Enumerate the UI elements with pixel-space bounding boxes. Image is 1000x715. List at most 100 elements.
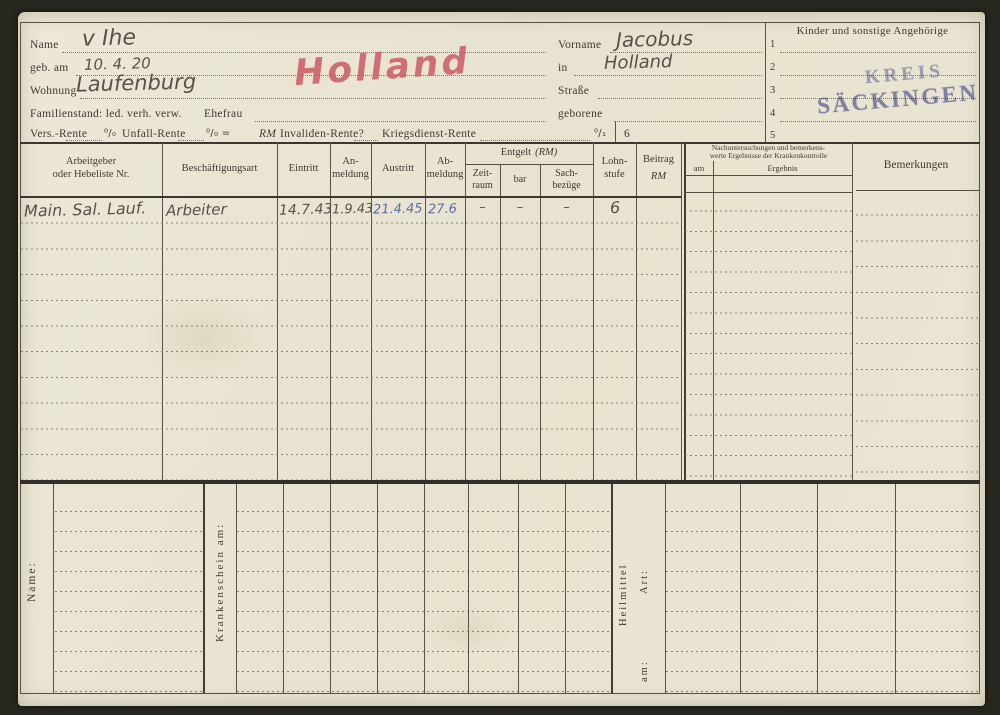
row1-austritt: 21.4.45 [372,201,423,218]
in-value: Holland [603,51,673,74]
bottom-column-line [377,484,378,693]
bottom-column-line [236,484,237,693]
kriegsdienst-rente-label: Kriegsdienst-Rente [382,128,477,140]
bottom-column-line [518,484,519,693]
dotted-line [780,52,976,53]
bottom-column-line [424,484,425,693]
table-row-lines [21,198,681,480]
vers-rente-label: Vers.-Rente [30,128,88,140]
header-text: bezüge [552,180,581,191]
col-header-beitrag: Beitrag RM [636,144,681,194]
heilmittel-label: Heilmittel [618,563,629,626]
percent-sign: ⁰/₀ = [206,128,231,139]
subheader-line [685,175,852,176]
kinder-row-number: 1 [770,39,776,50]
header-text: meldung [332,169,369,180]
header-text: Entgelt [500,146,532,158]
row1-lohnstufe: 6 [609,197,621,218]
header-text: stufe [604,169,625,180]
bottom-column-line [895,484,896,693]
col-header-entgelt: Entgelt (RM) [465,143,593,163]
dotted-line [480,140,590,141]
header-text: Zeit- [472,168,493,179]
dotted-line [80,98,546,99]
col-header-zeitraum: Zeit- raum [465,165,500,195]
bottom-column-line [330,484,331,693]
col-header-austritt: Austritt [371,144,425,194]
header-text: Lohn- [601,156,628,168]
header-text: am [693,163,705,174]
dotted-line [62,52,546,53]
row1-abmeldung: 27.6 [427,201,458,218]
kinder-divider [765,22,766,142]
col-header-nachuntersuchungen: Nachuntersuchungen und bemerkens- werte … [686,143,851,161]
unfall-rente-label: Unfall-Rente [122,128,186,140]
entgelt-split-line [465,164,593,165]
row1-bar: – [516,200,524,215]
header-text: Beschäftigungsart [181,162,258,174]
holland-annotation: Holland [292,40,472,95]
in-label: in [558,62,568,74]
dotted-line [780,98,976,99]
ehefrau-label: Ehefrau [204,108,243,120]
header-text: Sach- [555,168,578,179]
kinder-row-number: 4 [770,108,776,119]
header-unit: (RM) [535,146,558,158]
rm-unit: RM [259,128,277,140]
table-bottom-border [20,480,980,484]
col-header-abmeldung: Ab- meldung [425,144,465,194]
header-text: raum [472,180,493,191]
kinder-row-number: 3 [770,85,776,96]
bottom-column-line [665,484,666,693]
dotted-line [780,75,976,76]
dotted-line [610,52,762,53]
col-header-sachbezuege: Sach- bezüge [540,165,593,195]
dotted-line [354,140,378,141]
col-header-am: am [685,162,713,175]
header-text: oder Hebeliste Nr. [52,169,130,180]
dotted-line [178,140,204,141]
dotted-line [76,75,546,76]
geborene-label: geborene [558,108,603,120]
bottom-column-line [283,484,284,693]
kinder-row-number: 2 [770,62,776,73]
row1-arbeitgeber: Main. Sal. Lauf. [23,198,147,221]
header-text: Austritt [381,162,415,174]
bottom-column-line [468,484,469,693]
border-left [20,22,21,694]
col-header-anmeldung: An- meldung [330,144,371,194]
header-unit: RM [650,171,667,182]
wohnung-label: Wohnung [30,85,77,97]
am-label: am: [639,660,650,682]
krankenschein-grid-lines [237,492,610,693]
border-bottom [20,693,980,694]
kinder-row-number: 5 [770,130,776,141]
header-text: Nachuntersuchungen und bemerkens- [711,142,826,152]
invaliden-rente-label: Invaliden-Rente? [280,128,364,140]
bemerkungen-row-lines [856,190,979,480]
familienstand-label: Familienstand: led. verh. verw. [30,108,182,120]
registration-card: Name v Ihe geb. am 10. 4. 20 Wohnung Lau… [18,12,985,706]
kinder-title: Kinder und sonstige Angehörige [796,25,949,37]
dotted-line [66,140,102,141]
geb-am-label: geb. am [30,62,69,74]
kreis-saeckingen-stamp: KREIS SÄCKINGEN [814,56,993,119]
wohnung-value: Laufenburg [75,69,197,97]
bottom-column-line [565,484,566,693]
header-text: werte Ergebnisse der Krankenkontrolle [709,151,828,160]
col-header-ergebnis: Ergebnis [713,162,852,175]
krankenschein-label: Krankenschein am: [214,522,226,643]
heilmittel-grid-lines [666,492,979,693]
header-text: Bemerkungen [883,159,949,172]
row1-eintritt: 14.7.43 [278,201,333,219]
dotted-line [614,121,762,122]
percent-sign: ⁰/₀ [104,128,117,139]
header-text: An- [342,156,359,168]
name-area-lines [55,492,202,693]
header-text: Arbeitgeber [65,156,117,168]
header-text: Beitrag [643,154,674,166]
name-value: v Ihe [81,25,137,52]
dotted-line [780,121,976,122]
bottom-column-line [740,484,741,693]
vorname-value: Jacobus [615,25,694,53]
